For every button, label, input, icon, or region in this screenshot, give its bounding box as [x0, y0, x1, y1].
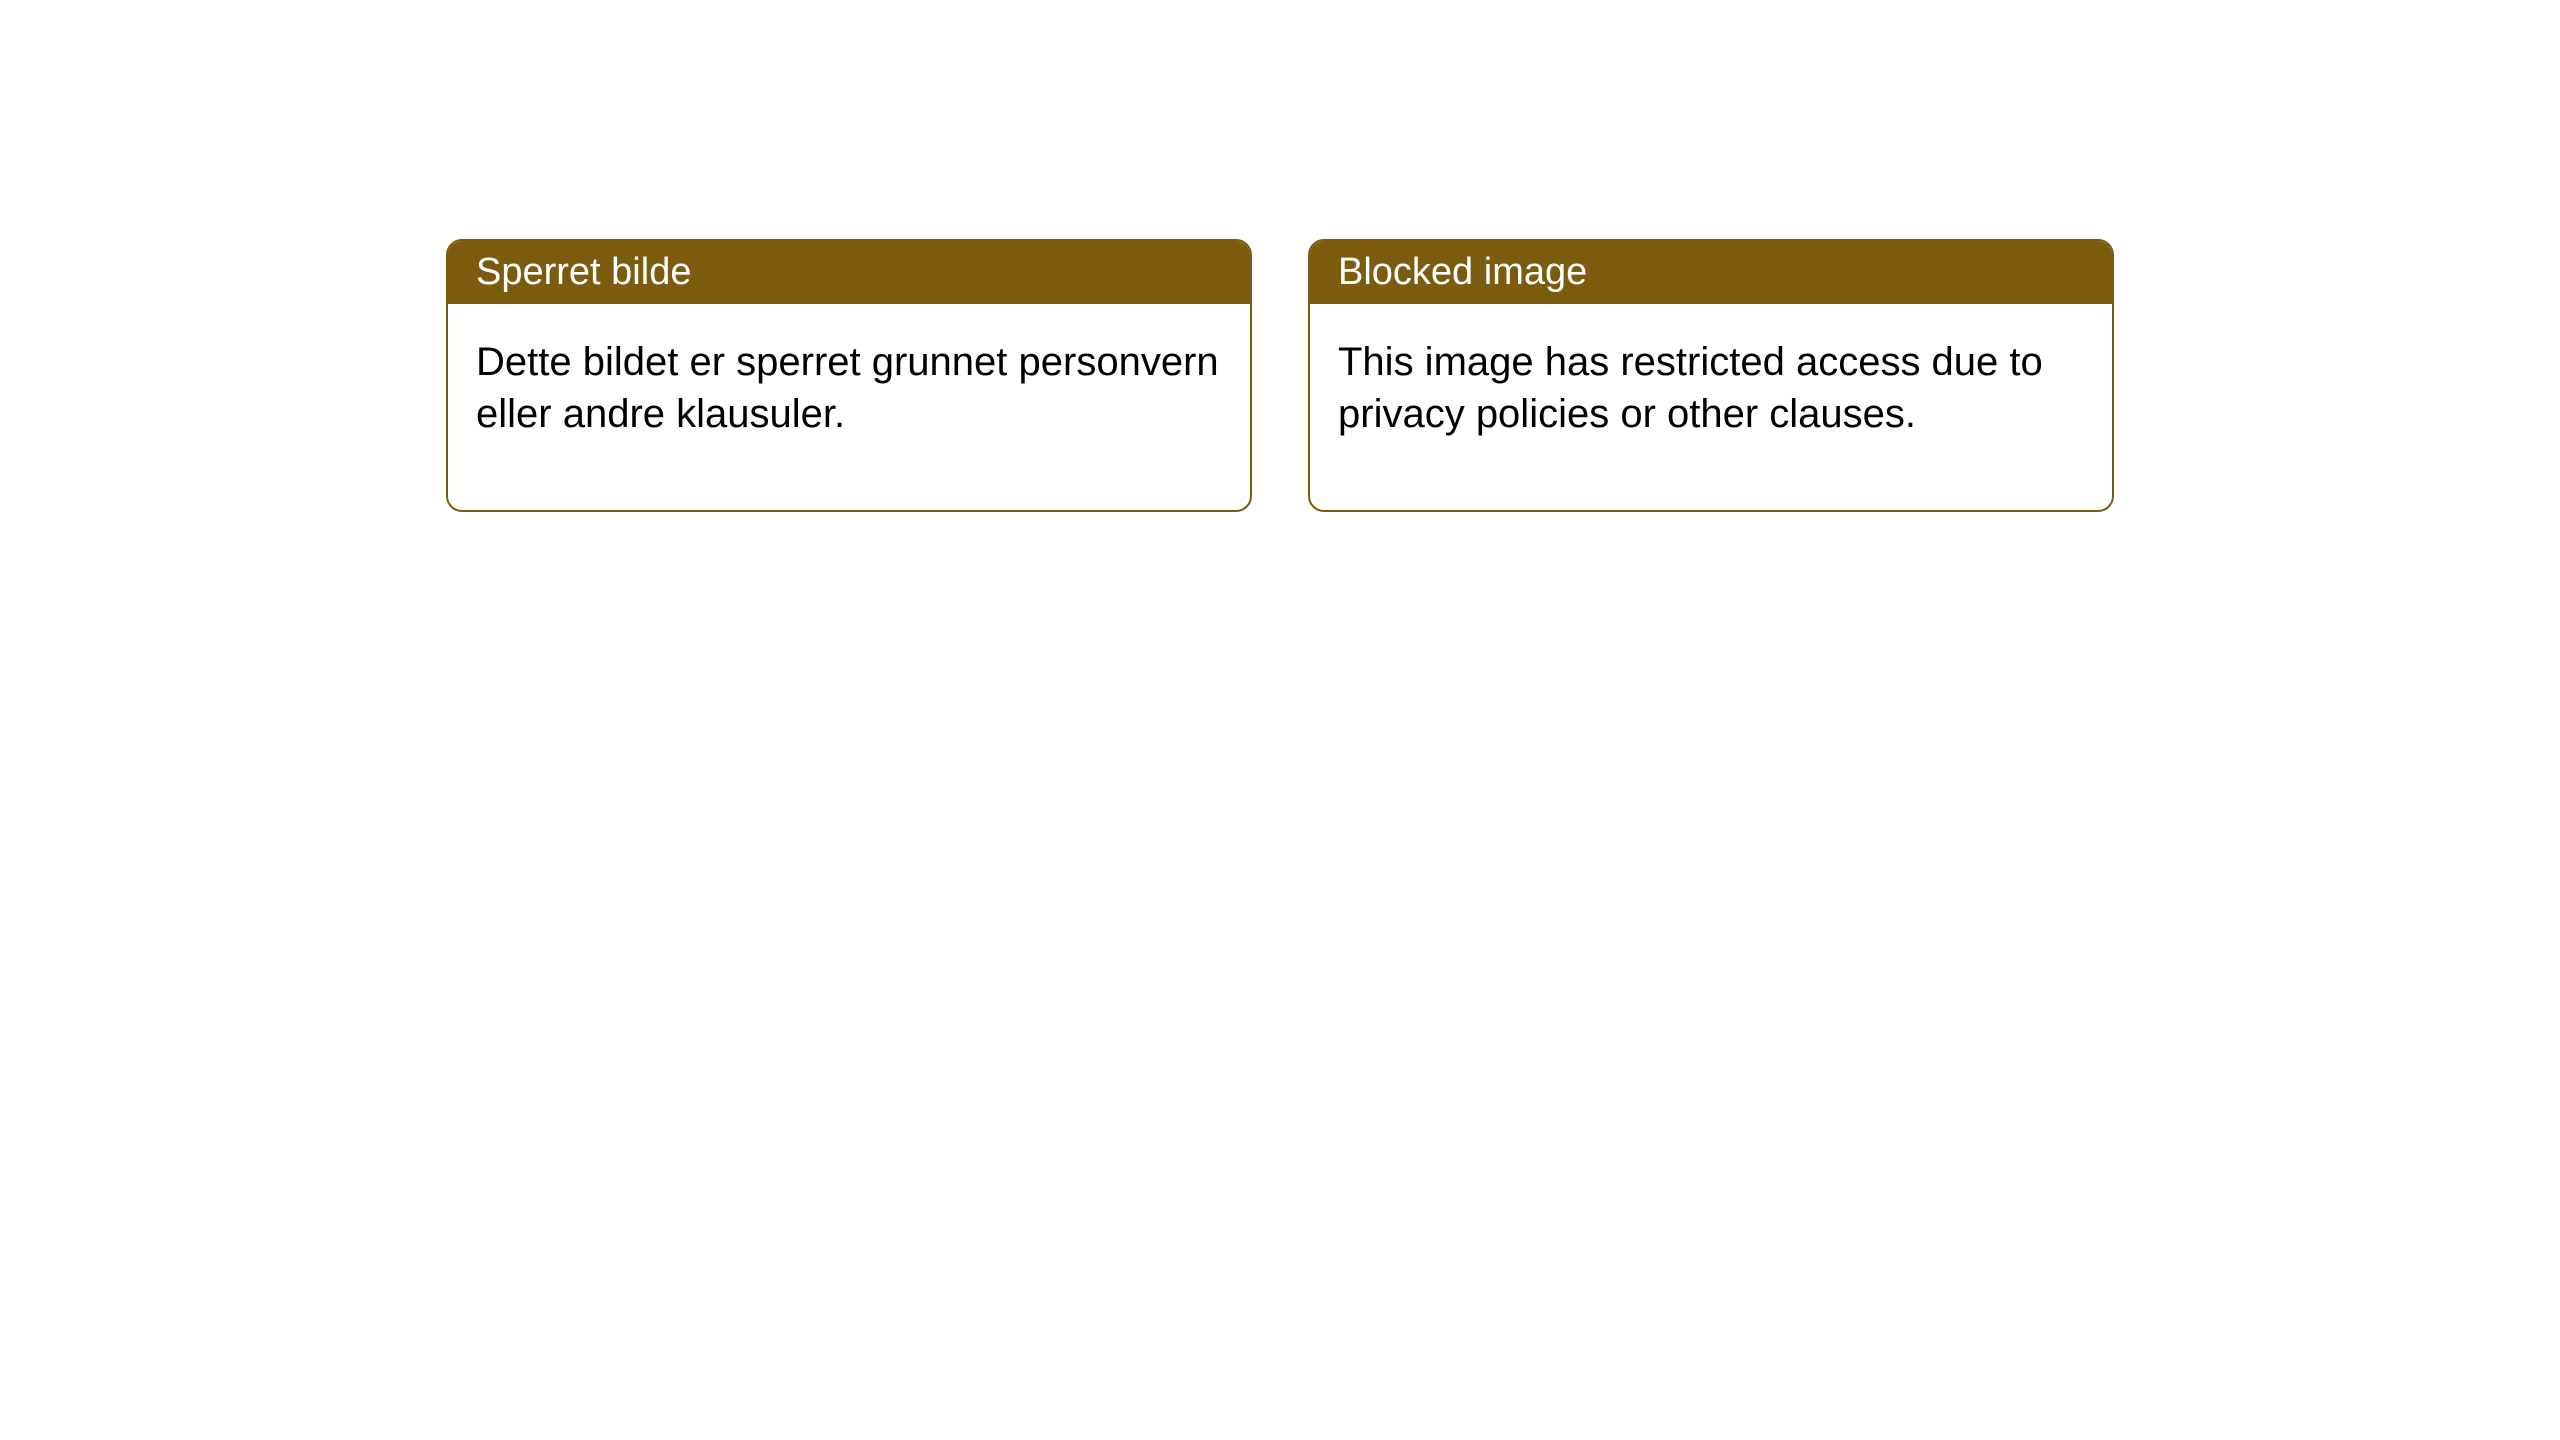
- notice-box-english: Blocked image This image has restricted …: [1308, 239, 2114, 512]
- notice-title-english: Blocked image: [1310, 241, 2112, 304]
- notice-body-norwegian: Dette bildet er sperret grunnet personve…: [448, 304, 1250, 510]
- notice-box-norwegian: Sperret bilde Dette bildet er sperret gr…: [446, 239, 1252, 512]
- notice-container: Sperret bilde Dette bildet er sperret gr…: [0, 0, 2560, 512]
- notice-title-norwegian: Sperret bilde: [448, 241, 1250, 304]
- notice-body-english: This image has restricted access due to …: [1310, 304, 2112, 510]
